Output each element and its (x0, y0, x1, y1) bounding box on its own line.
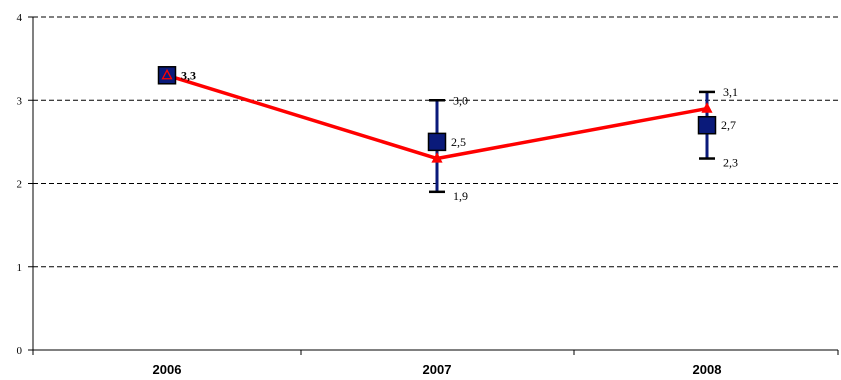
axes: 0 1 2 3 4 2006 2007 2008 (17, 12, 839, 377)
square-marker (157, 66, 177, 85)
high-label: 3,0 (453, 93, 468, 107)
triangle-marker (431, 152, 443, 163)
data-label: 2,5 (451, 135, 466, 149)
low-label: 2,3 (723, 156, 738, 170)
data-label: 3,3 (181, 68, 196, 82)
y-tick-label: 0 (17, 345, 23, 357)
triangle-marker (701, 102, 713, 113)
y-tick-label: 4 (17, 12, 23, 24)
square-marker (427, 132, 447, 152)
low-label: 1,9 (453, 189, 468, 203)
x-tick-label: 2008 (693, 362, 722, 377)
markers (157, 66, 717, 163)
error-bars (429, 90, 715, 194)
y-tick-label: 2 (17, 179, 23, 191)
x-tick-label: 2007 (423, 362, 452, 377)
square-marker (697, 115, 717, 135)
y-tick-label: 1 (17, 262, 23, 274)
data-labels: 3,3 2,5 3,0 1,9 2,7 3,1 2,3 (181, 68, 738, 203)
data-label: 2,7 (721, 118, 736, 132)
high-label: 3,1 (723, 85, 738, 99)
x-tick-label: 2006 (153, 362, 182, 377)
y-tick-label: 3 (17, 95, 23, 107)
triangle-marker (161, 68, 173, 80)
